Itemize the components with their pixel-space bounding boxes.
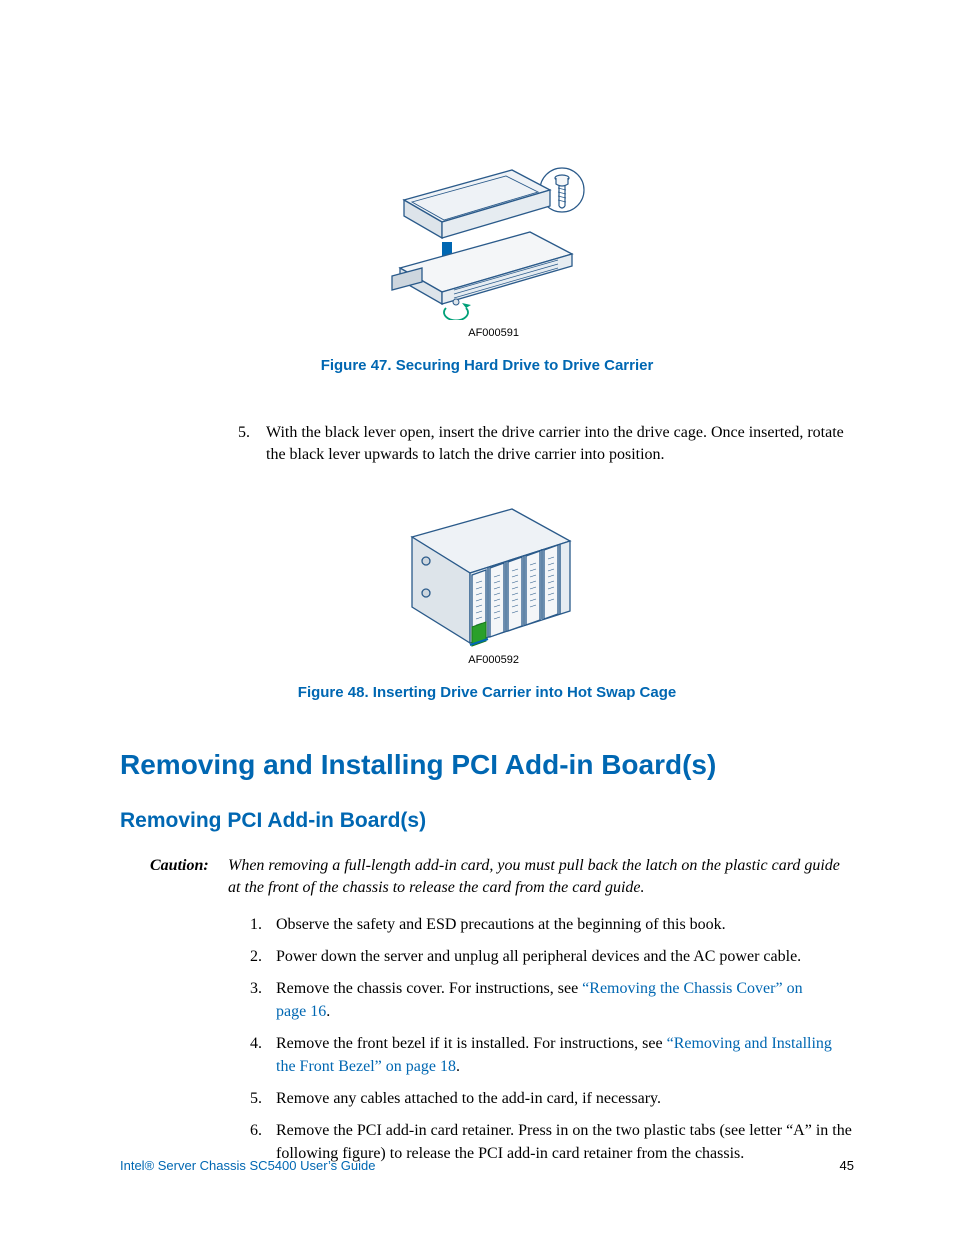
list-item-number: 5. — [250, 1088, 276, 1110]
list-item-text: Power down the server and unplug all per… — [276, 946, 854, 968]
figure-47-caption: Figure 47. Securing Hard Drive to Drive … — [120, 357, 854, 374]
figure-48-id: AF000592 — [120, 654, 854, 666]
list-item: 3. Remove the chassis cover. For instruc… — [250, 978, 854, 1023]
list-item-number: 3. — [250, 978, 276, 1023]
list-item-number: 1. — [250, 914, 276, 936]
caution-text: When removing a full-length add-in card,… — [228, 855, 854, 900]
list-item-text: Observe the safety and ESD precautions a… — [276, 914, 854, 936]
figure-47-id: AF000591 — [120, 327, 854, 339]
figure-48: AF000592 Figure 48. Inserting Drive Carr… — [120, 497, 854, 701]
step-5-number: 5. — [238, 422, 266, 467]
list-item-text-before: Remove the chassis cover. For instructio… — [276, 980, 582, 997]
list-item-text-before: Remove the front bezel if it is installe… — [276, 1035, 667, 1052]
list-item-text-after: . — [456, 1058, 460, 1075]
list-item-text: Remove the chassis cover. For instructio… — [276, 978, 854, 1023]
figure-48-caption: Figure 48. Inserting Drive Carrier into … — [120, 684, 854, 701]
figure-48-image — [392, 497, 582, 652]
heading-2: Removing PCI Add-in Board(s) — [120, 809, 854, 833]
step-5: 5. With the black lever open, insert the… — [238, 422, 854, 467]
list-item-text: Remove the front bezel if it is installe… — [276, 1033, 854, 1078]
list-item-text: Remove any cables attached to the add-in… — [276, 1088, 854, 1110]
list-item: 2. Power down the server and unplug all … — [250, 946, 854, 968]
heading-1: Removing and Installing PCI Add-in Board… — [120, 749, 854, 781]
caution-label: Caution: — [150, 855, 228, 900]
list-item: 5. Remove any cables attached to the add… — [250, 1088, 854, 1110]
list-item: 1. Observe the safety and ESD precaution… — [250, 914, 854, 936]
page-number: 45 — [840, 1158, 854, 1173]
figure-47-image — [382, 160, 592, 325]
procedure-list: 1. Observe the safety and ESD precaution… — [250, 914, 854, 1166]
figure-47: AF000591 Figure 47. Securing Hard Drive … — [120, 160, 854, 374]
caution-block: Caution: When removing a full-length add… — [150, 855, 854, 900]
list-item-number: 2. — [250, 946, 276, 968]
page-footer: Intel® Server Chassis SC5400 User’s Guid… — [120, 1158, 854, 1173]
step-5-text: With the black lever open, insert the dr… — [266, 422, 854, 467]
list-item: 4. Remove the front bezel if it is insta… — [250, 1033, 854, 1078]
footer-title: Intel® Server Chassis SC5400 User’s Guid… — [120, 1158, 376, 1173]
list-item-text-after: . — [326, 1003, 330, 1020]
list-item-number: 4. — [250, 1033, 276, 1078]
